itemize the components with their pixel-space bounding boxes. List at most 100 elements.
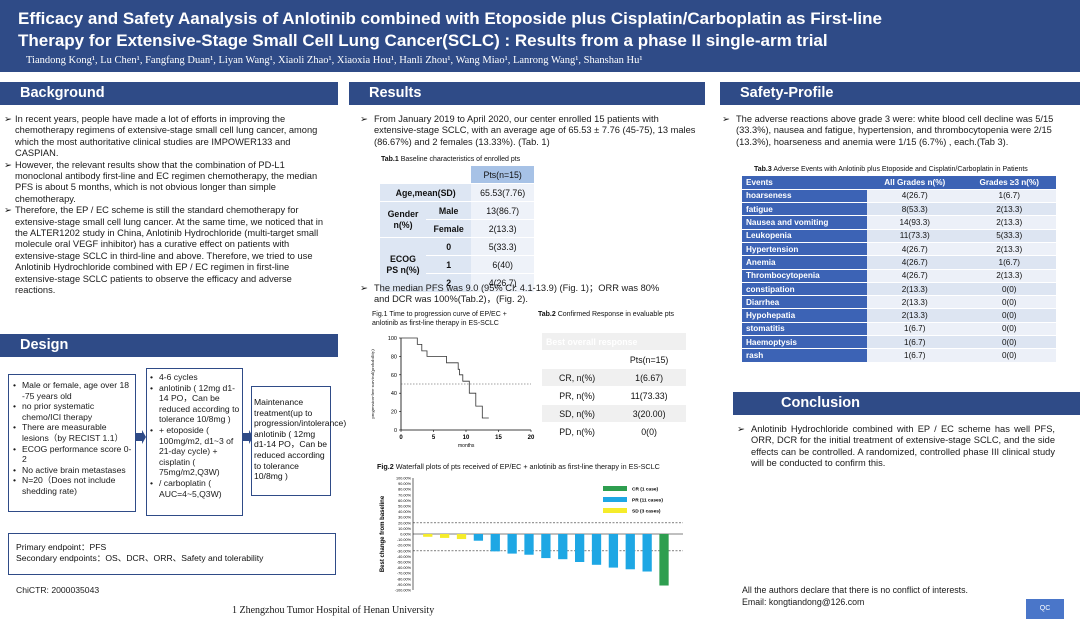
maintenance-text: Maintenance treatment(up to progression/…: [254, 397, 347, 482]
legend-label: CR (1 case): [632, 487, 659, 493]
table-row: PD, n(%) 0(0): [542, 422, 686, 441]
y-tick-label: -70.00%: [397, 572, 412, 576]
table-row: fatigue 8(53.3) 2(13.3): [742, 202, 1056, 217]
background-bullet-2: However, the relevant results show that …: [15, 159, 318, 204]
tab2-header: Pts(n=15): [612, 350, 686, 369]
x-axis-label: months: [458, 443, 475, 449]
y-axis-label: Best change from baseline: [380, 495, 386, 572]
table-cell: PR, n(%): [542, 386, 613, 405]
table-row: CR, n(%) 1(6.67): [542, 368, 686, 387]
y-tick-label: 20: [391, 410, 397, 416]
table-row: PR, n(%) 11(73.33): [542, 386, 686, 405]
response-table: Best overall response Pts(n=15) CR, n(%)…: [542, 332, 686, 441]
primary-endpoint: Primary endpoint：PFS: [16, 542, 107, 552]
waterfall-bar: [642, 534, 652, 572]
table-cell: 14(93.3): [867, 215, 963, 230]
y-tick-label: 0.00%: [400, 533, 411, 537]
waterfall-chart: 100.00%90.00% 80.00%70.00% 60.00% 50.00%40.…: [380, 477, 683, 593]
table-cell: 1(6.67): [612, 368, 686, 387]
waterfall-bar: [625, 534, 635, 570]
pfs-curve-line: [401, 337, 489, 419]
table-cell: 2(13.3): [962, 202, 1056, 217]
poster-title-line1: Efficacy and Safety Aanalysis of Anlotin…: [18, 9, 882, 28]
maintenance-box: Maintenance treatment(up to progression/…: [251, 386, 347, 496]
waterfall-bar: [456, 534, 467, 540]
y-tick-label: -50.00%: [397, 561, 412, 565]
table-cell: 0(0): [962, 295, 1056, 310]
table-cell: 2(13.3): [867, 308, 963, 323]
arrow-right-icon: [243, 430, 253, 444]
y-tick-label: 60: [391, 373, 397, 379]
table-cell: 4(26.7): [867, 255, 963, 270]
y-tick-label: -20.00%: [397, 544, 412, 548]
results-heading: Results: [349, 82, 705, 105]
waterfall-bar: [490, 534, 500, 552]
table-row: Haemoptysis 1(6.7) 0(0): [742, 335, 1056, 350]
y-tick-label: 70.00%: [398, 493, 412, 497]
pfs-curve-chart: 0 20 40 60 80 100 0 5 10 15 20 months progression-fr…: [370, 336, 535, 449]
treatment-box: 4-6 cyclesanlotinib ( 12mg d1-14 PO，Can …: [146, 368, 243, 516]
y-tick-label: 100: [388, 336, 397, 342]
treatment-item: + etoposide ( 100mg/m2, d1~3 of 21-day c…: [149, 425, 240, 478]
y-tick-label: -90.00%: [397, 583, 412, 587]
eligibility-box: Male or female, age over 18 -75 years ol…: [8, 374, 136, 512]
eligibility-item: Male or female, age over 18 -75 years ol…: [12, 380, 132, 401]
tab1-header: Pts(n=15): [471, 165, 534, 184]
table-row: rash 1(6.7) 0(0): [742, 348, 1056, 363]
table-cell: Anemia: [742, 255, 867, 270]
conclusion-heading: Conclusion: [733, 392, 1080, 415]
tab2-title: Best overall response: [542, 332, 686, 351]
table-cell: rash: [742, 348, 867, 363]
eligibility-item: ECOG performance score 0-2: [12, 444, 132, 465]
table-row: hoarseness 4(26.7) 1(6.7): [742, 189, 1056, 204]
table-header: Events: [742, 176, 867, 190]
safety-heading: Safety-Profile: [720, 82, 1080, 105]
table-cell: 8(53.3): [867, 202, 963, 217]
results-para1: ➢ From January 2019 to April 2020, our ce…: [360, 114, 696, 147]
table-cell: 4(26.7): [867, 189, 963, 204]
waterfall-bar: [423, 534, 433, 537]
qr-code[interactable]: QC: [1026, 599, 1064, 619]
waterfall-bar: [659, 534, 669, 586]
safety-para: ➢ The adverse reactions above grade 3 wer…: [722, 114, 1054, 147]
y-tick-label: -10.00%: [397, 538, 412, 542]
table-cell: 1(6.7): [962, 189, 1056, 204]
table-header: All Grades n(%): [867, 176, 963, 190]
treatment-item: / carboplatin ( AUC=4~5,Q3W): [149, 478, 240, 499]
table-row: Hypertension 4(26.7) 2(13.3): [742, 242, 1056, 257]
background-bullet-3: Therefore, the EP / EC scheme is still t…: [15, 205, 323, 296]
y-tick-label: 10.00%: [398, 527, 412, 531]
table-cell: Leukopenia: [742, 229, 867, 243]
table-cell: 0(0): [962, 348, 1056, 363]
waterfall-bar: [440, 534, 450, 538]
x-tick-label: 0: [399, 435, 403, 441]
background-bullet-1: In recent years, people have made a lot …: [15, 114, 318, 159]
background-text: ➢ In recent years, people have made a lot…: [4, 114, 330, 297]
table-cell: 11(73.3): [867, 229, 963, 243]
conclusion-para: ➢ Anlotinib Hydrochloride combined with E…: [737, 424, 1055, 469]
arrow-right-icon: [136, 430, 146, 444]
treatment-list: 4-6 cyclesanlotinib ( 12mg d1-14 PO，Can …: [149, 372, 240, 499]
table-cell: 2(13.3): [962, 269, 1056, 283]
table-cell: 1(6.7): [962, 255, 1056, 270]
y-tick-label: -30.00%: [397, 549, 412, 553]
table-row: Leukopenia 11(73.3) 5(33.3): [742, 229, 1056, 243]
table-row: constipation 2(13.3) 0(0): [742, 282, 1056, 297]
arrow-bullet-icon: ➢: [4, 114, 12, 124]
table-cell: Haemoptysis: [742, 335, 867, 350]
y-tick-label: 60.00%: [398, 499, 412, 503]
y-tick-label: -40.00%: [397, 555, 412, 559]
design-heading: Design: [0, 334, 338, 357]
contact-email[interactable]: Email: kongtiandong@126.com: [742, 597, 865, 607]
table-cell: 2(13.3): [962, 215, 1056, 230]
table-cell: PD, n(%): [542, 422, 613, 441]
eligibility-item: N=20（Does not include shedding rate): [12, 475, 132, 496]
table-row: Thrombocytopenia 4(26.7) 2(13.3): [742, 269, 1056, 283]
y-tick-label: 20.00%: [398, 521, 412, 525]
table-row: Anemia 4(26.7) 1(6.7): [742, 255, 1056, 270]
poster-title-line2: Therapy for Extensive-Stage Small Cell L…: [18, 31, 828, 50]
table-header: Grades ≥3 n(%): [962, 176, 1056, 190]
y-tick-label: 40: [391, 391, 397, 397]
tab1-caption: Tab.1 Baseline characteristics of enroll…: [381, 156, 521, 163]
arrow-bullet-icon: ➢: [737, 424, 745, 434]
